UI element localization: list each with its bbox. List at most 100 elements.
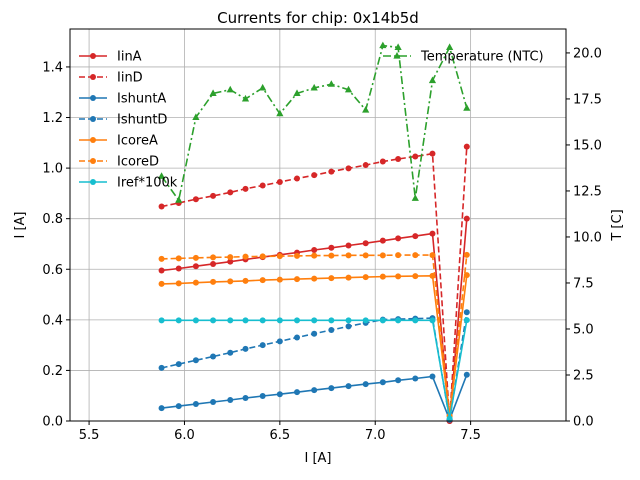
data-point [175,361,182,368]
data-point [158,405,165,412]
data-point [210,317,217,324]
data-point [158,267,165,274]
y-left-tick-label: 1.2 [42,111,63,126]
data-point [259,392,266,399]
y-right-tick-label: 10.0 [573,230,602,245]
data-point [276,276,283,283]
data-point [192,317,199,324]
x-axis-label: I [A] [304,451,331,466]
data-point [311,252,318,259]
data-point [192,196,199,203]
data-point [463,251,470,258]
data-point [310,83,318,91]
data-point [362,381,369,388]
data-point [328,275,335,282]
y-left-tick-label: 1.0 [42,162,63,177]
data-point [429,230,436,237]
data-point [411,194,419,201]
data-point [241,94,250,102]
data-point [446,415,453,422]
legend-label: Temperature (NTC) [420,50,544,65]
legend-item-icorea: IcoreA [79,134,158,149]
data-point [428,76,437,84]
data-point [328,317,335,324]
data-point [192,254,199,261]
legend-item-iref-100k: Iref*100k [79,176,178,191]
data-point [192,279,199,286]
data-point [259,317,266,324]
y-right-tick-label: 2.5 [573,368,594,383]
data-point [294,334,301,341]
data-point [328,244,335,251]
y-axis-left-label: I [A] [13,211,28,238]
data-point [175,196,183,203]
data-point [227,317,234,324]
x-tick-label: 6.0 [174,428,195,443]
data-point [175,403,182,410]
data-point [311,330,318,337]
series-layer [157,41,471,424]
data-point [192,263,199,270]
data-point [242,277,249,284]
legend-label: IcoreD [117,155,159,170]
data-point [429,373,436,380]
data-point [227,254,234,261]
data-point [429,150,436,157]
data-point [311,247,318,254]
data-point [345,252,352,259]
data-point [158,280,165,287]
data-point [395,317,402,324]
data-point [210,192,217,199]
data-point [345,317,352,324]
data-point [362,162,369,169]
legend-item-icored: IcoreD [79,155,159,170]
data-point [259,253,266,260]
data-point [311,387,318,394]
data-point [345,242,352,249]
data-point [294,276,301,283]
data-point [259,277,266,284]
data-point [429,252,436,259]
data-point [276,338,283,345]
data-point [412,273,419,280]
y-right-tick-label: 20.0 [573,46,602,61]
data-point [242,253,249,260]
data-point [412,317,419,324]
data-point [210,399,217,406]
data-point [328,326,335,333]
data-point [328,385,335,392]
data-point [463,104,471,111]
data-point [158,317,165,324]
data-point [463,215,470,222]
data-point [395,235,402,242]
data-point [227,397,234,404]
data-point [242,185,249,192]
y-right-tick-label: 7.5 [573,276,594,291]
data-point [362,240,369,247]
data-point [158,203,165,210]
data-point [276,253,283,260]
data-point [259,182,266,189]
legend-label: Iref*100k [117,176,178,191]
legend-item-iind: IinD [79,71,143,86]
data-point [158,364,165,371]
data-point [210,260,217,267]
legend-marker [90,53,96,59]
ticks: 5.5 6.0 6.5 7.0 7.5 0.0 0.2 0.4 0.6 0.8 1.0 1.2 1.4 0… [42,46,602,443]
data-point [294,175,301,182]
data-point [175,317,182,324]
data-point [175,255,182,262]
data-point [294,389,301,396]
legend-marker [90,95,96,101]
data-point [276,179,283,186]
data-point [344,85,353,93]
data-point [463,371,470,378]
data-point [362,274,369,281]
data-point [311,275,318,282]
data-point [311,317,318,324]
legend-label: IshuntD [117,113,167,128]
data-point [210,254,217,261]
data-point [379,273,386,280]
data-point [242,345,249,352]
